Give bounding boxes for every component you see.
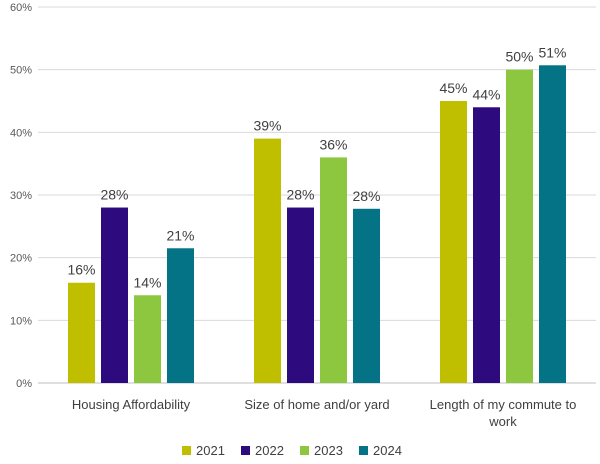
bar-2022 <box>101 207 128 383</box>
bar-2021 <box>68 282 95 383</box>
bar-2024 <box>353 208 380 383</box>
legend-swatch-2023 <box>300 446 309 455</box>
data-label: 50% <box>505 49 533 65</box>
legend-swatch-2024 <box>359 446 368 455</box>
bars <box>68 65 566 384</box>
data-labels: 16% 28% 14% 21% 39% 28% 36% 28% 45% 44% 50% 51% <box>67 44 566 290</box>
bar-2022 <box>287 207 314 383</box>
data-label: 44% <box>472 86 500 102</box>
category-label-line: Length of my commute to <box>430 397 577 412</box>
legend-label-2021: 2021 <box>196 443 225 458</box>
data-label: 36% <box>319 136 347 152</box>
bar-2024 <box>167 248 194 383</box>
y-tick-label: 40% <box>10 127 32 139</box>
category-label-line: Housing Affordability <box>72 397 191 412</box>
legend-label-2023: 2023 <box>314 443 343 458</box>
category-label: Length of my commute to work <box>430 397 577 429</box>
bar-2021 <box>440 101 467 383</box>
y-tick-label: 30% <box>10 190 32 202</box>
legend-swatch-2022 <box>241 446 250 455</box>
y-tick-label: 50% <box>10 65 32 77</box>
y-axis-ticks: 0% 10% 20% 30% 40% 50% 60% <box>10 2 32 390</box>
data-label: 28% <box>352 188 380 204</box>
data-label: 14% <box>133 274 161 290</box>
data-label: 39% <box>253 118 281 134</box>
y-tick-label: 20% <box>10 253 32 265</box>
bar-2023 <box>506 69 533 384</box>
category-label: Size of home and/or yard <box>244 397 389 412</box>
category-label: Housing Affordability <box>72 397 191 412</box>
bar-2022 <box>473 107 500 384</box>
y-tick-label: 60% <box>10 2 32 14</box>
data-label: 16% <box>67 262 95 278</box>
legend: 2021 2022 2023 2024 <box>182 443 402 458</box>
category-label-line: Size of home and/or yard <box>244 397 389 412</box>
data-label: 28% <box>100 187 128 203</box>
bar-2023 <box>134 295 161 383</box>
bar-2023 <box>320 157 347 383</box>
y-tick-label: 10% <box>10 315 32 327</box>
data-label: 51% <box>538 44 566 60</box>
x-axis-categories: Housing Affordability Size of home and/or… <box>72 397 576 429</box>
data-label: 28% <box>286 187 314 203</box>
bar-2024 <box>539 65 566 383</box>
legend-label-2022: 2022 <box>255 443 284 458</box>
bar-2021 <box>254 138 281 383</box>
legend-swatch-2021 <box>182 446 191 455</box>
data-label: 45% <box>439 80 467 96</box>
category-label-line: work <box>488 414 517 429</box>
y-tick-label: 0% <box>16 378 32 390</box>
gridlines <box>38 6 596 384</box>
data-label: 21% <box>166 227 194 243</box>
legend-label-2024: 2024 <box>373 443 402 458</box>
